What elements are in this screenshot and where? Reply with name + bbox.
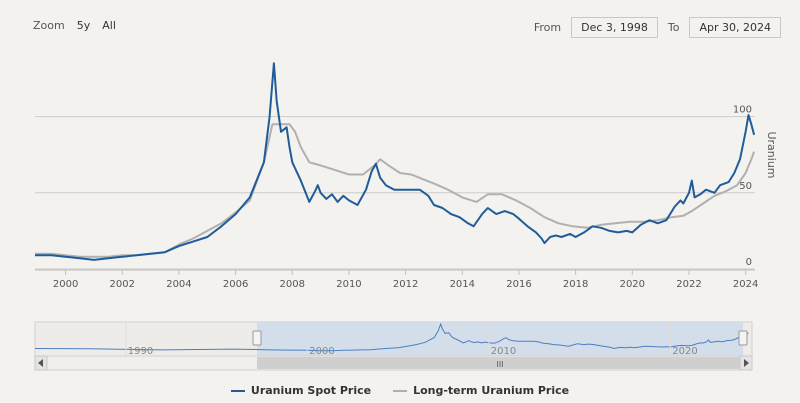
x-tick-label: 2018: [563, 279, 588, 290]
scroll-right-arrow-icon: [744, 359, 749, 367]
y-tick-label: 50: [739, 181, 752, 192]
from-date-input[interactable]: Dec 3, 1998: [571, 17, 658, 38]
to-date-input[interactable]: Apr 30, 2024: [689, 17, 781, 38]
scrollbar-grip-icon: III: [496, 360, 503, 369]
x-tick-label: 2002: [110, 279, 135, 290]
navigator-year-label: 2020: [672, 346, 697, 357]
legend-swatch-spot: [230, 389, 245, 392]
x-tick-label: 2016: [506, 279, 531, 290]
navigator[interactable]: 1990 2000 2010 2020: [34, 321, 753, 357]
from-label: From: [533, 21, 562, 34]
date-range-selector: From Dec 3, 1998 To Apr 30, 2024: [534, 17, 781, 38]
scrollbar-thumb[interactable]: [257, 357, 743, 369]
scrollbar[interactable]: III: [34, 355, 753, 371]
spot-price-line: [35, 62, 756, 261]
y-axis-title: Uranium: [765, 131, 778, 178]
legend-item-long-term[interactable]: Long-term Uranium Price: [393, 384, 569, 397]
y-tick-label: 100: [733, 105, 752, 116]
zoom-controls: Zoom 5y All: [33, 19, 116, 32]
chart-legend: Uranium Spot Price Long-term Uranium Pri…: [0, 384, 800, 397]
y-tick-label: 0: [746, 257, 752, 268]
legend-item-spot[interactable]: Uranium Spot Price: [230, 384, 372, 397]
navigator-year-label: 1990: [128, 346, 153, 357]
legend-label-long-term: Long-term Uranium Price: [413, 384, 570, 397]
x-tick-label: 2022: [676, 279, 701, 290]
navigator-left-handle[interactable]: [252, 330, 262, 346]
navigator-year-label: 2010: [491, 346, 516, 357]
legend-label-spot: Uranium Spot Price: [250, 384, 372, 397]
x-tick-label: 2000: [53, 279, 78, 290]
x-tick-label: 2010: [336, 279, 361, 290]
scroll-left-arrow-icon: [38, 359, 43, 367]
x-tick-label: 2008: [280, 279, 305, 290]
long-term-price-line: [35, 123, 756, 258]
x-tick-label: 2006: [223, 279, 248, 290]
x-tick-label: 2014: [450, 279, 475, 290]
navigator-series-line: [34, 322, 749, 352]
zoom-label: Zoom: [33, 19, 65, 32]
navigator-year-label: 2000: [309, 346, 334, 357]
to-label: To: [667, 21, 680, 34]
zoom-5y-button[interactable]: 5y: [76, 19, 91, 32]
zoom-all-button[interactable]: All: [102, 19, 116, 32]
legend-swatch-long-term: [393, 389, 408, 392]
x-tick-label: 2004: [166, 279, 191, 290]
x-tick-label: 2020: [620, 279, 645, 290]
x-tick-label: 2024: [733, 279, 758, 290]
navigator-right-handle[interactable]: [738, 330, 748, 346]
x-tick-label: 2012: [393, 279, 418, 290]
